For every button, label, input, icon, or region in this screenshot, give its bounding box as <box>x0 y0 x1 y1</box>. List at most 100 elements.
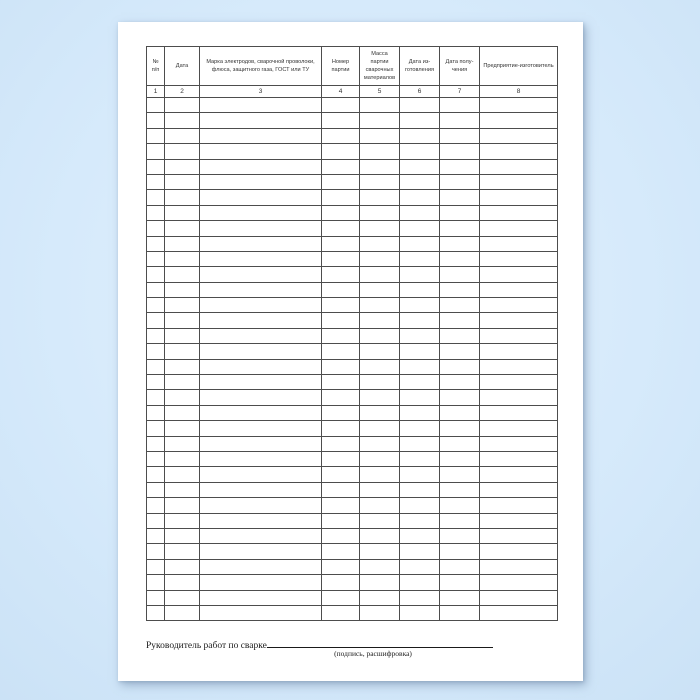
table-cell <box>321 574 360 591</box>
table-cell <box>199 435 322 452</box>
table-cell <box>439 235 480 252</box>
table-cell <box>199 281 322 299</box>
table-cell <box>199 158 322 175</box>
table-cell <box>199 574 322 591</box>
table-cell <box>321 204 360 222</box>
table-cell <box>199 404 322 422</box>
table-cell <box>146 404 165 422</box>
table-cell <box>479 497 558 514</box>
table-cell <box>359 297 400 314</box>
table-cell <box>479 127 558 145</box>
table-cell <box>439 374 480 391</box>
table-cell <box>359 266 400 283</box>
table-cell <box>321 404 360 422</box>
table-cell <box>479 358 558 376</box>
table-cell <box>479 235 558 252</box>
table-cell <box>321 220 360 237</box>
table-cell <box>164 327 200 345</box>
table-cell <box>399 604 440 622</box>
table-cell <box>359 450 400 468</box>
table-cell <box>164 189 200 206</box>
table-cell <box>321 266 360 283</box>
table-cell <box>321 358 360 376</box>
table-cell <box>479 158 558 175</box>
table-cell <box>359 358 400 376</box>
table-cell <box>146 297 165 314</box>
column-header-batch-number: Номер партии <box>321 46 360 86</box>
table-cell <box>199 112 322 129</box>
table-cell <box>399 327 440 345</box>
table-cell <box>146 112 165 129</box>
table-cell <box>164 389 200 406</box>
table-cell <box>439 450 480 468</box>
table-cell <box>439 297 480 314</box>
signature-label: Руководитель работ по сварке <box>146 641 267 652</box>
table-cell <box>164 558 200 576</box>
table-cell <box>146 312 165 329</box>
table-cell <box>321 143 360 160</box>
signature-hint: (подпись, расшифровка) <box>334 649 412 659</box>
column-header-manufacture-date: Дата из- готовления <box>399 46 440 86</box>
column-number: 5 <box>359 85 400 98</box>
table-cell <box>399 389 440 406</box>
table-cell <box>479 450 558 468</box>
table-cell <box>359 435 400 452</box>
table-cell <box>439 220 480 237</box>
table-cell <box>146 497 165 514</box>
table-cell <box>321 112 360 129</box>
table-cell <box>359 512 400 529</box>
table-row <box>146 497 558 514</box>
column-header-index: № п/п <box>146 46 165 86</box>
table-row <box>146 297 558 314</box>
column-number: 4 <box>321 85 360 98</box>
signature-line <box>266 637 493 649</box>
table-cell <box>321 127 360 145</box>
table-row <box>146 466 558 483</box>
column-numbering-row: 1 2 3 4 5 6 7 8 <box>146 85 558 98</box>
table-cell <box>321 389 360 406</box>
column-number: 2 <box>164 85 200 98</box>
table-cell <box>321 312 360 329</box>
table-cell <box>146 235 165 252</box>
table-cell <box>199 189 322 206</box>
table-cell <box>399 250 440 268</box>
table-cell <box>146 173 165 191</box>
table-cell <box>479 404 558 422</box>
table-cell <box>399 512 440 529</box>
table-cell <box>146 435 165 452</box>
table-cell <box>359 589 400 606</box>
table-cell <box>399 235 440 252</box>
table-cell <box>321 420 360 437</box>
table-cell <box>164 420 200 437</box>
table-cell <box>359 143 400 160</box>
table-cell <box>321 435 360 452</box>
table-cell <box>359 343 400 360</box>
table-row <box>146 481 558 499</box>
table-cell <box>164 497 200 514</box>
table-cell <box>479 250 558 268</box>
column-number: 3 <box>199 85 322 98</box>
table-cell <box>479 143 558 160</box>
table-row <box>146 543 558 560</box>
table-cell <box>164 312 200 329</box>
table-cell <box>199 358 322 376</box>
table-cell <box>146 143 165 160</box>
table-cell <box>359 574 400 591</box>
table-cell <box>146 543 165 560</box>
table-cell <box>479 481 558 499</box>
table-cell <box>164 574 200 591</box>
table-row <box>146 450 558 468</box>
table-cell <box>479 204 558 222</box>
table-cell <box>321 604 360 622</box>
table-cell <box>479 112 558 129</box>
table-cell <box>399 420 440 437</box>
table-cell <box>321 527 360 545</box>
table-cell <box>164 158 200 175</box>
table-cell <box>359 250 400 268</box>
table-cell <box>479 389 558 406</box>
table-cell <box>479 220 558 237</box>
table-cell <box>359 204 400 222</box>
table-cell <box>439 143 480 160</box>
table-cell <box>321 158 360 175</box>
table-cell <box>164 204 200 222</box>
